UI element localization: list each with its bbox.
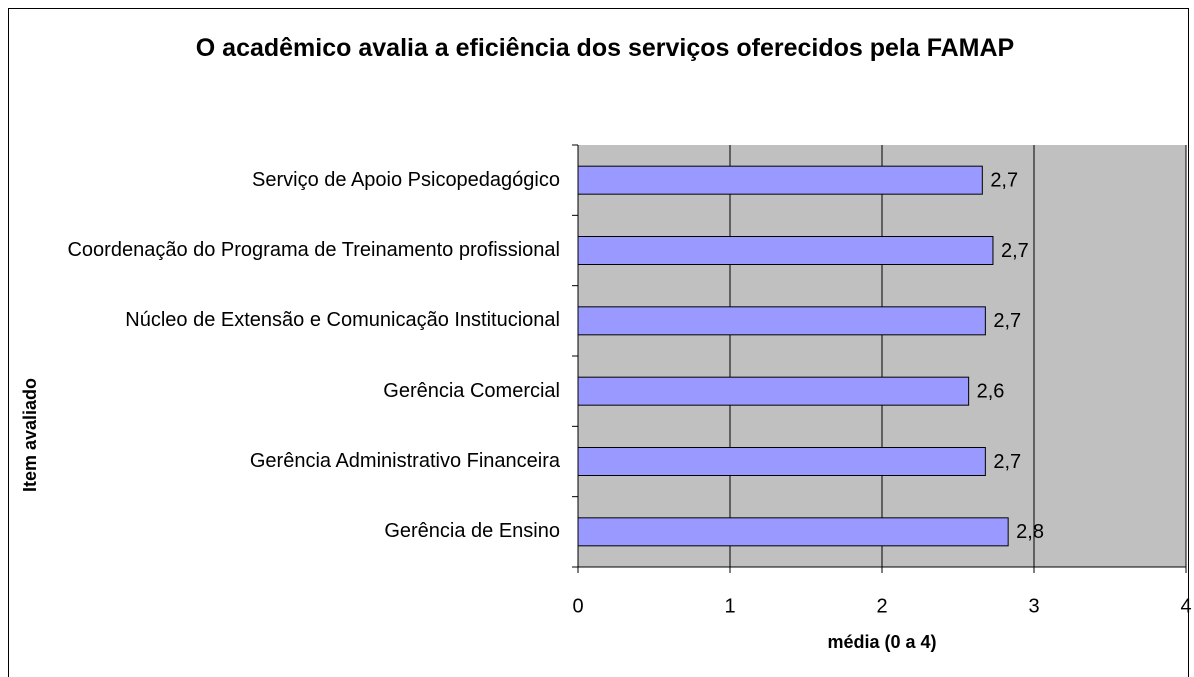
category-text: Gerência de Ensino xyxy=(384,520,560,543)
y-tick-label: Gerência Comercial xyxy=(0,351,560,431)
x-tick-label: 1 xyxy=(724,595,735,617)
x-axis-label: média (0 a 4) xyxy=(827,632,936,652)
category-text: Gerência Administrativo Financeira xyxy=(249,450,560,472)
category-text: Coordenação do Programa de Treinamento p… xyxy=(67,239,560,261)
x-tick-label: 2 xyxy=(876,595,887,617)
bar xyxy=(577,447,986,476)
category-text: Núcleo de Extensão e Comunicação Institu… xyxy=(125,309,560,332)
x-tick-label: 0 xyxy=(572,595,583,617)
bar xyxy=(577,376,970,406)
y-tick-label: Coordenação do Programa de Treinamento p… xyxy=(0,211,560,291)
value-label: 2,7 xyxy=(990,169,1018,191)
x-tick-label: 3 xyxy=(1028,595,1039,617)
x-tick-label: 4 xyxy=(1180,595,1191,617)
value-label: 2,7 xyxy=(993,310,1021,332)
bar xyxy=(577,306,986,336)
value-label: 2,6 xyxy=(977,380,1005,402)
bar xyxy=(577,517,1009,547)
value-label: 2,8 xyxy=(1016,521,1044,543)
value-label: 2,7 xyxy=(993,451,1021,473)
y-tick-label: Gerência Administrativo Financeira xyxy=(0,422,560,502)
category-text: Gerência Comercial xyxy=(383,379,560,402)
bar xyxy=(577,236,994,265)
value-label: 2,7 xyxy=(1001,240,1029,262)
y-axis-label: Item avaliado xyxy=(20,378,40,492)
chart-frame xyxy=(8,8,1189,677)
bar xyxy=(577,165,983,195)
y-tick-label: Gerência de Ensino xyxy=(0,492,560,572)
category-text: Serviço de Apoio Psicopedagógico xyxy=(252,168,560,191)
y-tick-label: Núcleo de Extensão e Comunicação Institu… xyxy=(0,281,560,361)
chart-title: O acadêmico avalia a eficiência dos serv… xyxy=(195,34,1015,62)
y-tick-label: Serviço de Apoio Psicopedagógico xyxy=(0,140,560,220)
